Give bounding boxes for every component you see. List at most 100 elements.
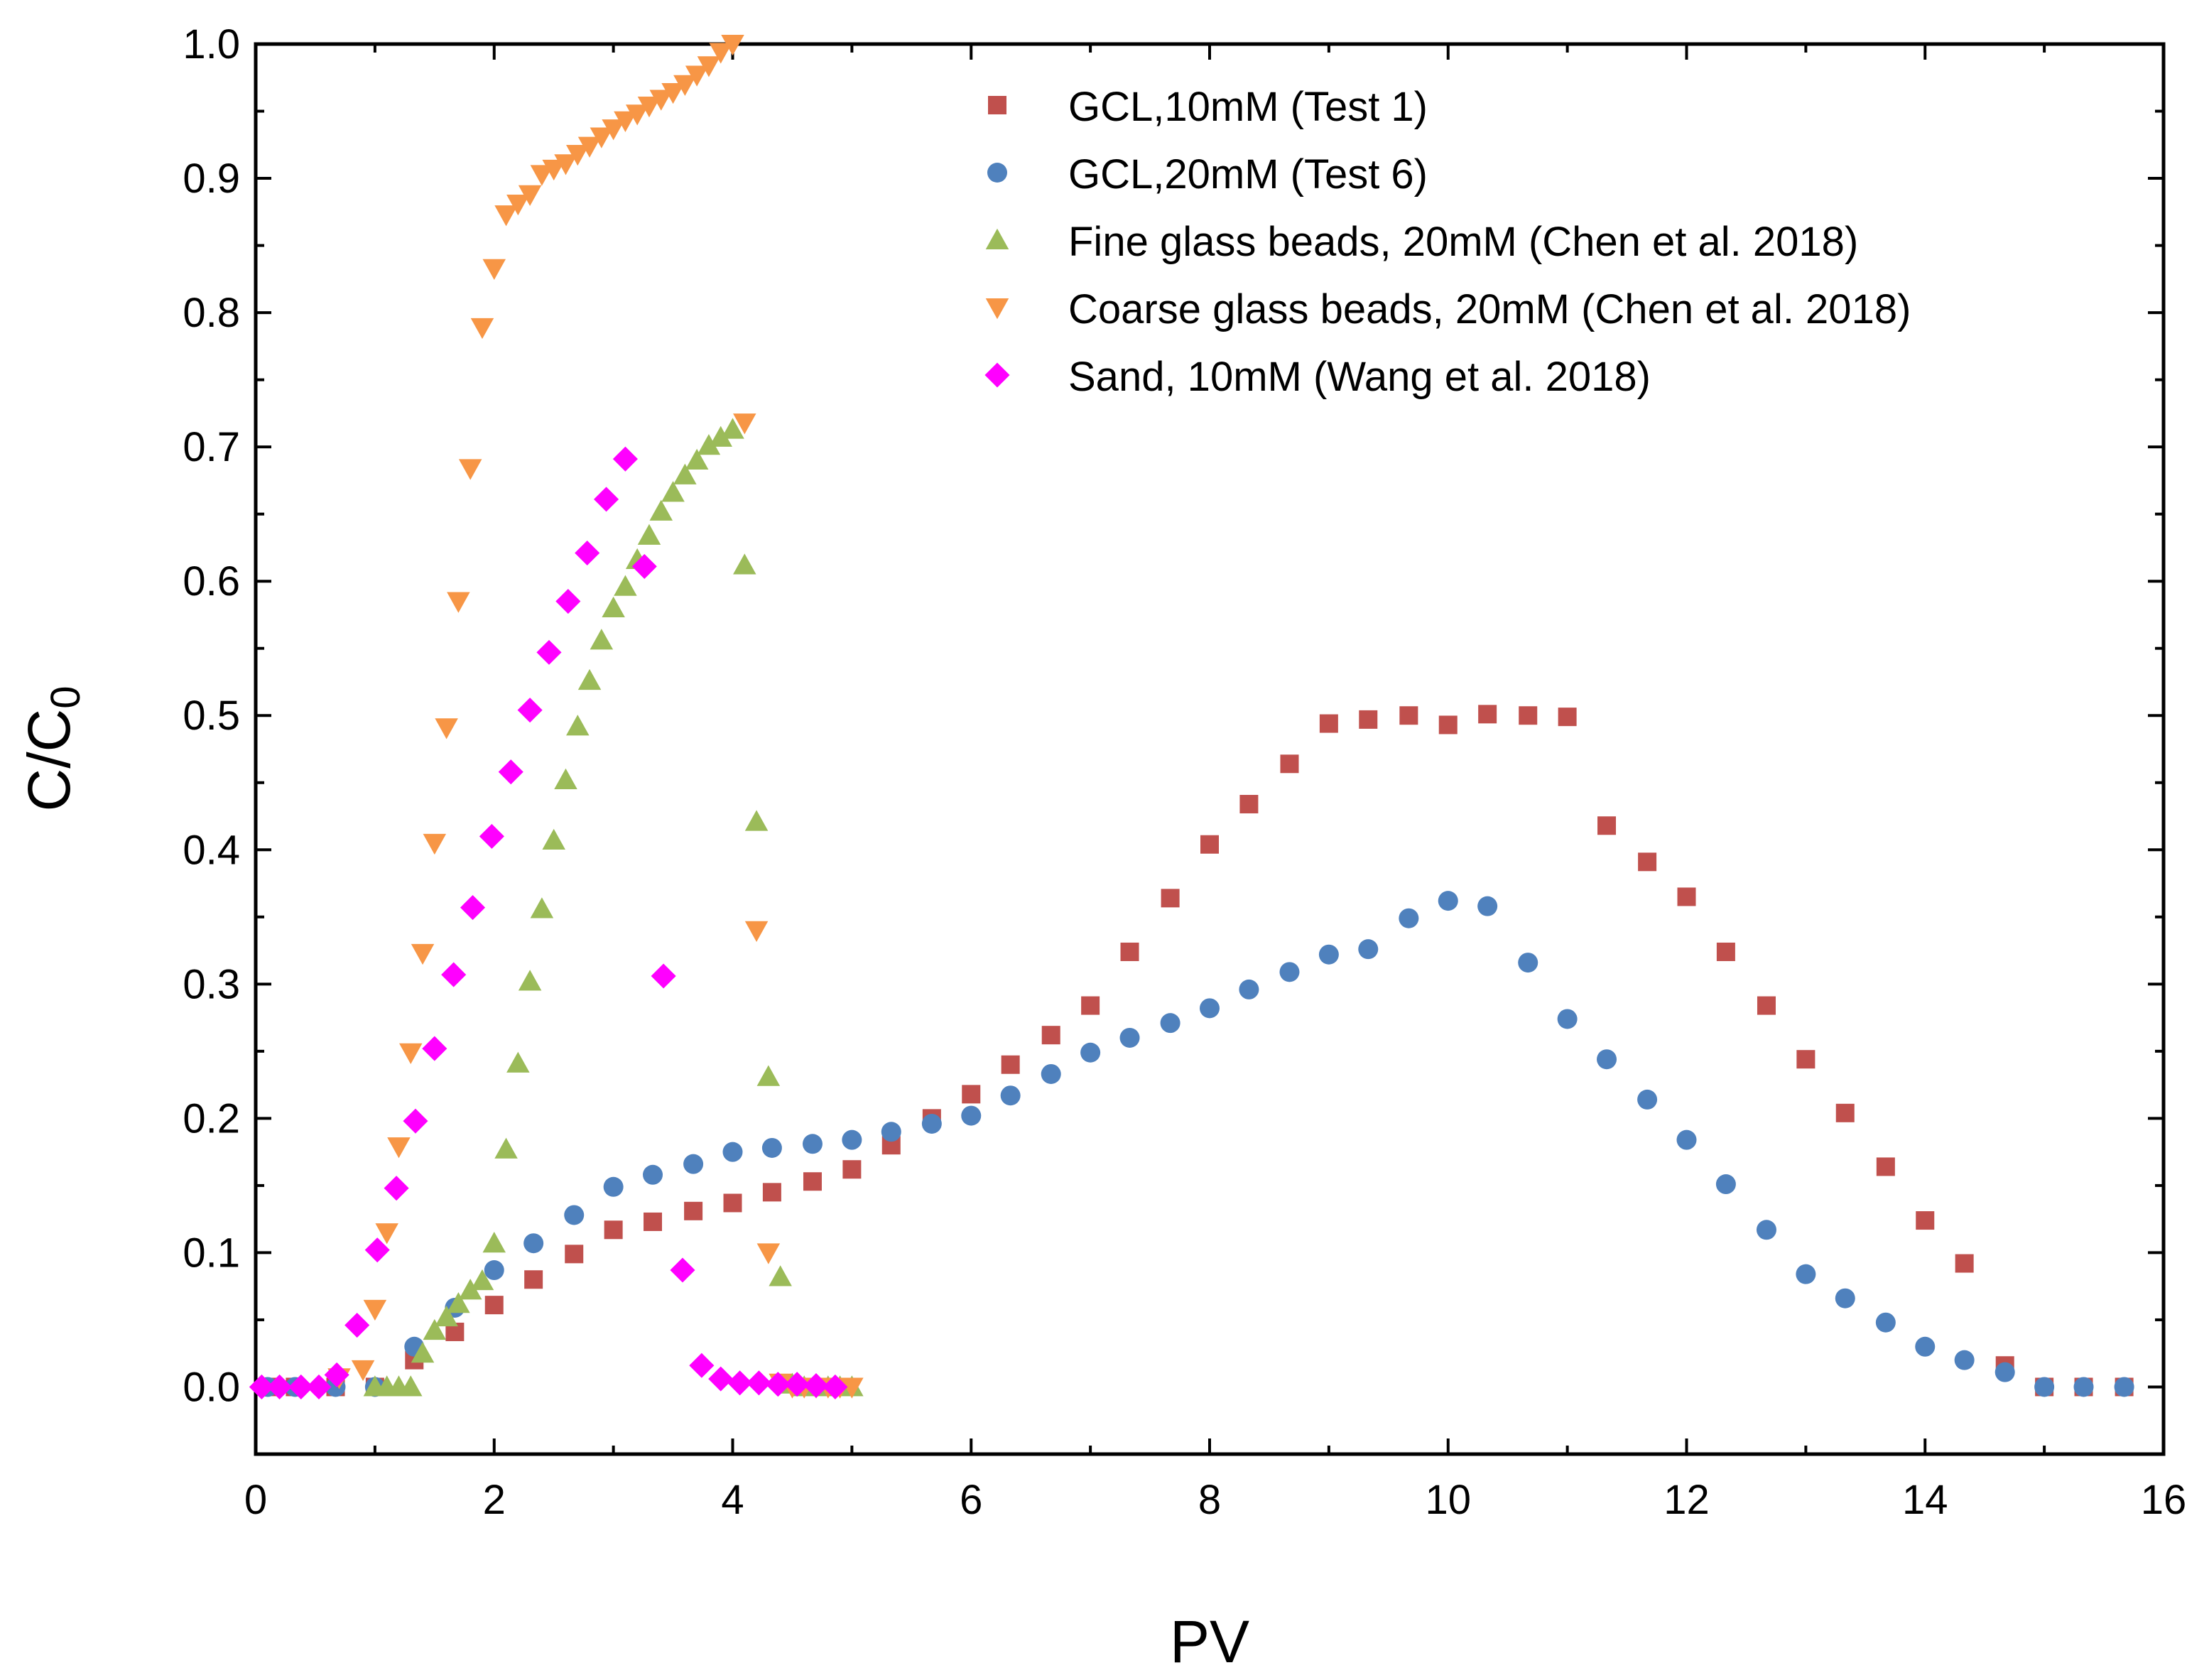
data-point [577, 136, 602, 158]
y-tick-label: 0.2 [183, 1095, 240, 1142]
data-point [784, 1372, 810, 1397]
data-point [447, 1292, 470, 1313]
data-point [765, 1372, 791, 1397]
y-axis-title-main: C/C [16, 709, 82, 812]
series-1 [257, 891, 2134, 1397]
data-point [564, 1205, 585, 1225]
data-point [1359, 710, 1378, 729]
data-point [1319, 714, 1338, 733]
data-point [411, 1341, 435, 1363]
data-point [722, 1142, 743, 1162]
legend-item: Sand, 10mM (Wang et al. 2018) [984, 354, 1651, 400]
y-axis-title: C/C0 [16, 686, 89, 812]
data-point [1239, 795, 1259, 814]
data-point [435, 718, 458, 739]
data-point [517, 698, 543, 723]
data-point [744, 810, 769, 831]
data-point [644, 1212, 663, 1231]
data-point [249, 1374, 274, 1400]
data-point [1000, 1085, 1021, 1106]
data-point [403, 1108, 428, 1134]
legend-item: GCL,20mM (Test 6) [987, 151, 1428, 197]
x-tick-label: 14 [1902, 1477, 1948, 1523]
data-point [921, 1113, 942, 1134]
data-point [460, 895, 486, 921]
data-point [565, 1245, 584, 1264]
data-point [590, 127, 614, 148]
data-point [484, 1296, 504, 1315]
data-point [1399, 908, 1419, 928]
y-tick-label: 0.1 [183, 1230, 240, 1276]
y-tick-label: 0.7 [183, 424, 240, 470]
data-point [881, 1122, 901, 1142]
data-point [1080, 1042, 1101, 1063]
data-point [842, 1129, 862, 1150]
data-point [744, 921, 769, 942]
data-point [602, 596, 625, 617]
legend-item: Coarse glass beads, 20mM (Chen et al. 20… [985, 286, 1911, 332]
data-point [482, 259, 506, 280]
data-point [1597, 816, 1617, 835]
data-point [673, 463, 697, 484]
data-point [398, 1043, 423, 1064]
data-point [1081, 996, 1100, 1015]
data-point [594, 487, 619, 512]
data-point [518, 970, 542, 991]
data-point [1915, 1336, 1936, 1357]
data-point [1001, 1055, 1020, 1074]
data-point [1438, 715, 1458, 735]
legend-marker [988, 96, 1006, 114]
y-tick-label: 0.8 [183, 290, 240, 336]
data-point [344, 1312, 370, 1338]
data-point [823, 1374, 848, 1400]
x-tick-label: 10 [1425, 1477, 1471, 1523]
legend-item: Fine glass beads, 20mM (Chen et al. 2018… [985, 219, 1858, 265]
data-point [1676, 1129, 1697, 1150]
data-point [803, 1172, 822, 1191]
data-point [727, 1370, 753, 1396]
data-point [661, 83, 685, 104]
data-point [673, 75, 697, 96]
data-point [422, 1036, 447, 1061]
data-point [387, 1137, 411, 1159]
data-point [840, 1377, 864, 1399]
data-point [733, 413, 756, 435]
y-tick-label: 0.5 [183, 693, 240, 739]
data-point [842, 1160, 862, 1179]
data-point [637, 524, 661, 545]
data-point [1280, 754, 1299, 774]
data-point [684, 1201, 703, 1220]
data-point [733, 553, 756, 575]
data-point [721, 35, 744, 56]
data-point [802, 1134, 823, 1154]
x-tick-label: 12 [1663, 1477, 1710, 1523]
data-point [614, 111, 637, 133]
data-point [364, 1237, 390, 1263]
data-point [661, 481, 685, 502]
data-point [441, 962, 467, 987]
data-point [762, 1183, 781, 1202]
x-tick-label: 16 [2141, 1477, 2187, 1523]
data-point [375, 1223, 398, 1245]
series-3 [327, 35, 864, 1399]
y-tick-label: 1.0 [183, 21, 240, 67]
data-point [683, 1154, 704, 1174]
legend-label: Sand, 10mM (Wang et al. 2018) [1068, 354, 1651, 400]
data-point [530, 165, 554, 186]
x-axis-title: PV [1170, 1608, 1249, 1675]
data-point [1835, 1288, 1855, 1308]
legend-label: Fine glass beads, 20mM (Chen et al. 2018… [1068, 219, 1858, 265]
legend-label: GCL,20mM (Test 6) [1068, 151, 1428, 197]
data-point [470, 1269, 494, 1291]
legend-label: Coarse glass beads, 20mM (Chen et al. 20… [1068, 286, 1911, 332]
data-point [631, 553, 657, 579]
data-point [962, 1085, 981, 1104]
data-point [479, 823, 504, 849]
data-point [324, 1362, 349, 1388]
legend-label: GCL,10mM (Test 1) [1068, 84, 1428, 130]
data-point [1557, 1009, 1578, 1029]
data-point [1796, 1050, 1815, 1069]
data-point [746, 1370, 771, 1396]
data-point [351, 1360, 375, 1382]
series-4 [249, 446, 848, 1400]
